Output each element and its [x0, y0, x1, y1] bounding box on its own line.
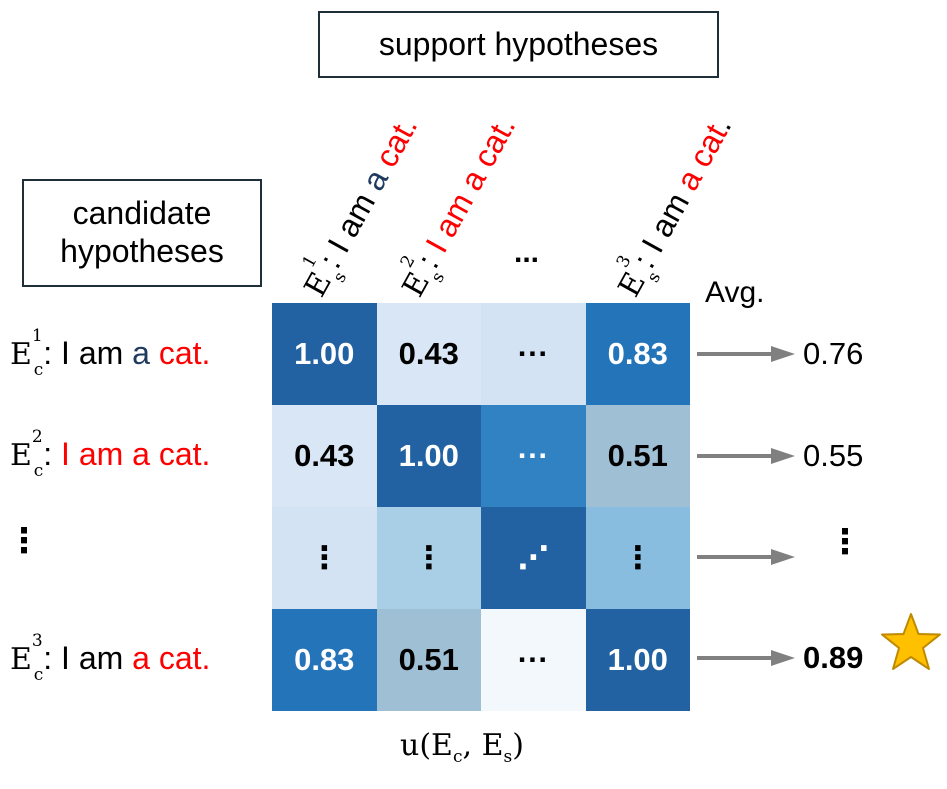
arrow-row-4 — [697, 650, 795, 666]
matrix-cell-r4-c1: 0.83 — [272, 609, 377, 711]
matrix-cell-r2-c2: 1.00 — [376, 405, 481, 507]
label-segment: a — [132, 335, 159, 371]
matrix-cell-r1-c2: 0.43 — [376, 303, 481, 405]
symbol-E-c2: E2c — [10, 427, 44, 481]
candidate-hypotheses-box: candidate hypotheses — [22, 179, 262, 287]
candidate-label-line1: candidate — [72, 195, 212, 232]
arrow-row-1 — [697, 346, 795, 362]
row-label-1: E1c: I am a cat. — [10, 326, 211, 380]
matrix-cell-r3-c1: ⋮ — [272, 507, 377, 609]
support-hypotheses-box: support hypotheses — [318, 11, 719, 78]
matrix-cell-r1-c3: ··· — [481, 303, 586, 405]
candidate-label-line2: hypotheses — [60, 233, 224, 269]
similarity-matrix: 1.00 0.43 ··· 0.83 0.43 1.00 ··· 0.51 ⋮ ⋮ ⋰ ⋮ 0.83 0.… — [272, 303, 690, 711]
matrix-cell-r4-c3: ··· — [481, 609, 586, 711]
label-segment: a cat. — [132, 640, 211, 676]
average-row-4-best: 0.89 — [803, 640, 864, 675]
symbol-E-c3: E3c — [10, 631, 44, 685]
utility-function-label: u(Ec, Es) — [400, 728, 524, 767]
support-hypotheses-label: support hypotheses — [378, 25, 659, 62]
label-segment: I am — [316, 178, 387, 267]
label-segment: cat. — [158, 335, 211, 371]
label-segment: I am — [52, 335, 133, 371]
column-ellipsis: ... — [514, 236, 540, 269]
symbol-E-c1: E1c — [10, 326, 44, 380]
matrix-cell-r3-c2: ⋮ — [376, 507, 481, 609]
arrow-row-2 — [697, 448, 795, 464]
matrix-cell-r1-c1: 1.00 — [272, 303, 377, 405]
matrix-cell-r2-c1: 0.43 — [272, 405, 377, 507]
row-label-2: E2c: I am a cat. — [10, 427, 211, 481]
matrix-cell-r3-c3: ⋰ — [481, 507, 586, 609]
average-row-3: ⋮ — [828, 523, 862, 561]
row-ellipsis: ⋮ — [7, 522, 41, 560]
average-row-2: 0.55 — [803, 438, 864, 473]
matrix-cell-r1-c4: 0.83 — [585, 303, 690, 405]
matrix-cell-r4-c4: 1.00 — [585, 609, 690, 711]
star-icon — [881, 613, 941, 670]
row-label-3: E3c: I am a cat. — [10, 631, 211, 685]
label-segment: I am — [630, 178, 701, 267]
matrix-cell-r3-c4: ⋮ — [585, 507, 690, 609]
matrix-cell-r2-c3: ··· — [481, 405, 586, 507]
label-segment: I am a cat. — [414, 110, 523, 267]
avg-label: Avg. — [705, 276, 765, 309]
average-row-1: 0.76 — [803, 336, 864, 371]
matrix-cell-r2-c4: 0.51 — [585, 405, 690, 507]
label-segment: I am — [52, 640, 133, 676]
arrow-row-3 — [697, 549, 795, 565]
label-segment: I am a cat. — [52, 436, 211, 472]
column-label-3: E3s: I am a cat. — [611, 110, 739, 303]
matrix-cell-r4-c2: 0.51 — [376, 609, 481, 711]
